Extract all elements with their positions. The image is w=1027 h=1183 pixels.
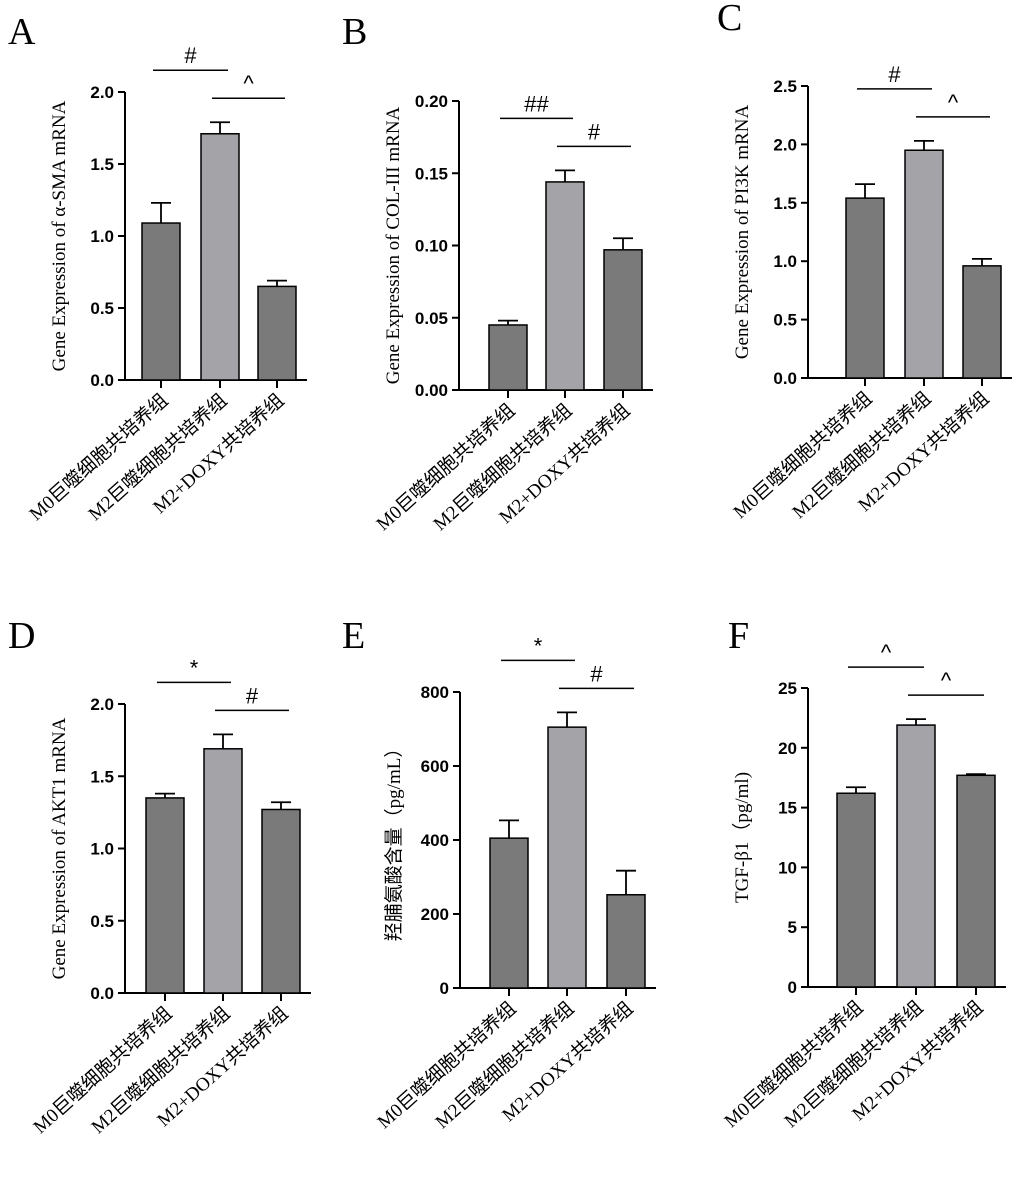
y-tick-label: 10 xyxy=(778,858,797,877)
panel-letter: B xyxy=(342,11,367,53)
y-tick-label: 0.15 xyxy=(415,164,448,183)
panel-e: E0200400600800羟脯氨酸含量（pg/mL）M0巨噬细胞共培养组M2巨… xyxy=(342,615,656,1133)
panel-letter: E xyxy=(342,615,365,657)
y-tick-label: 400 xyxy=(421,831,449,850)
significance-label: ## xyxy=(524,91,549,116)
panel-a: A 0.0 0.5 1.0 1.5 2.0 Gene Expression of α-SMA… xyxy=(8,11,307,525)
y-tick-label: 0.10 xyxy=(415,237,448,256)
significance-label: * xyxy=(190,655,199,680)
y-tick-label: 0.0 xyxy=(90,984,114,1003)
significance-label: ^ xyxy=(941,668,952,693)
y-tick-label: 5 xyxy=(788,918,797,937)
y-tick-label: 0.5 xyxy=(773,311,797,330)
panel-b: B 0.00 0.05 0.10 0.15 0.20 Gene Expression of … xyxy=(342,11,653,535)
panel-f: F0510152025TGF-β1（pg/ml)M0巨噬细胞共培养组M2巨噬细胞… xyxy=(720,615,1006,1132)
y-tick-label: 1.0 xyxy=(90,227,114,246)
bar xyxy=(603,249,643,391)
y-tick-label: 15 xyxy=(778,799,797,818)
y-tick-label: 1.0 xyxy=(90,840,114,859)
y-axis-label: Gene Expression of PI3K mRNA xyxy=(732,105,753,360)
significance-label: # xyxy=(246,683,259,708)
significance-label: ^ xyxy=(243,71,254,96)
y-tick-label: 2.5 xyxy=(773,77,797,96)
significance-label: # xyxy=(590,661,603,686)
bar xyxy=(962,265,1002,379)
y-tick-label: 1.5 xyxy=(773,194,797,213)
y-axis-label: TGF-β1（pg/ml) xyxy=(731,772,753,903)
significance-label: * xyxy=(534,633,543,658)
bar xyxy=(261,808,301,994)
significance-label: ^ xyxy=(948,90,959,115)
panel-letter: F xyxy=(728,615,749,657)
bar xyxy=(200,133,240,381)
y-tick-label: 0 xyxy=(440,979,449,998)
y-tick-label: 200 xyxy=(421,905,449,924)
y-tick-label: 800 xyxy=(421,683,449,702)
y-tick-label: 2.0 xyxy=(90,695,114,714)
significance-label: # xyxy=(888,62,901,87)
bar xyxy=(203,748,243,994)
bar xyxy=(836,792,876,988)
panel-c: C 0.0 0.5 1.0 1.5 2.0 2.5 Gene Expression of PI… xyxy=(717,0,1012,523)
y-tick-label: 2.0 xyxy=(90,83,114,102)
bar xyxy=(904,149,944,379)
bar xyxy=(545,181,585,391)
y-tick-label: 0.0 xyxy=(773,369,797,388)
y-tick-label: 0.5 xyxy=(90,299,114,318)
bar xyxy=(257,285,297,381)
y-tick-label: 1.0 xyxy=(773,252,797,271)
bar xyxy=(488,324,528,391)
significance-label: ^ xyxy=(881,640,892,665)
y-tick-label: 1.5 xyxy=(90,767,114,786)
y-tick-label: 0 xyxy=(788,978,797,997)
panel-letter: C xyxy=(717,0,742,39)
y-tick-label: 25 xyxy=(778,679,797,698)
bar xyxy=(845,197,885,379)
bar xyxy=(141,222,181,381)
bar xyxy=(547,726,587,989)
y-tick-label: 0.20 xyxy=(415,92,448,111)
y-tick-label: 2.0 xyxy=(773,135,797,154)
y-tick-label: 600 xyxy=(421,757,449,776)
panel-d: D 0.0 0.5 1.0 1.5 2.0 Gene Expression of AKT1 … xyxy=(8,615,311,1138)
y-tick-label: 0.0 xyxy=(90,371,114,390)
y-axis-label: Gene Expression of α-SMA mRNA xyxy=(49,100,70,371)
panel-letter: D xyxy=(8,615,35,657)
bar xyxy=(896,724,936,988)
y-axis-label: Gene Expression of AKT1 mRNA xyxy=(49,717,70,979)
bar xyxy=(489,837,529,989)
panel-letter: A xyxy=(8,11,36,53)
y-tick-label: 20 xyxy=(778,739,797,758)
bar xyxy=(606,894,646,989)
y-tick-label: 0.05 xyxy=(415,309,448,328)
significance-label: # xyxy=(588,119,601,144)
y-axis-label: 羟脯氨酸含量（pg/mL） xyxy=(383,739,405,942)
significance-label: # xyxy=(184,43,197,68)
bar xyxy=(956,774,996,988)
y-tick-label: 1.5 xyxy=(90,155,114,174)
y-tick-label: 0.00 xyxy=(415,381,448,400)
bar xyxy=(145,797,185,994)
y-tick-label: 0.5 xyxy=(90,912,114,931)
y-axis-label: Gene Expression of COL-III mRNA xyxy=(383,106,404,384)
